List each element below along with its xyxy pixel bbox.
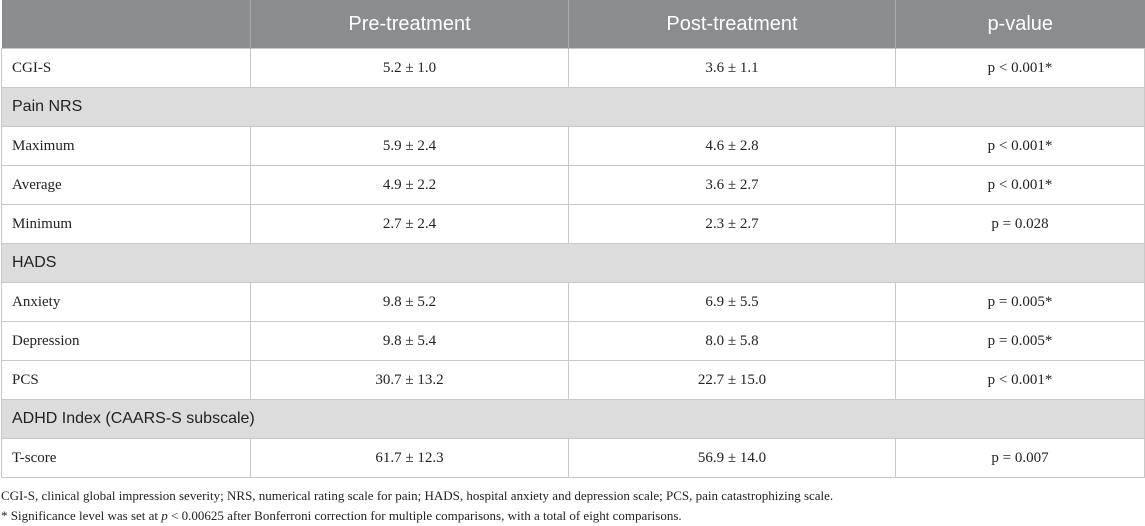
pre-treatment-cell: 61.7 ± 12.3	[250, 438, 569, 478]
p-value-cell: p = 0.005*	[895, 282, 1145, 322]
row-label: Anxiety	[1, 282, 251, 322]
significance-suffix: < 0.00625 after Bonferroni correction fo…	[167, 508, 682, 523]
table-row: Average 4.9 ± 2.2 3.6 ± 2.7 p < 0.001*	[1, 165, 1145, 205]
table-row: Minimum 2.7 ± 2.4 2.3 ± 2.7 p = 0.028	[1, 204, 1145, 244]
significance-p: p	[161, 508, 168, 523]
post-treatment-cell: 56.9 ± 14.0	[568, 438, 896, 478]
header-pre-treatment: Pre-treatment	[250, 0, 569, 49]
row-label: Depression	[1, 321, 251, 361]
post-treatment-cell: 3.6 ± 1.1	[568, 48, 896, 88]
row-label: Minimum	[1, 204, 251, 244]
post-treatment-cell: 8.0 ± 5.8	[568, 321, 896, 361]
post-treatment-cell: 22.7 ± 15.0	[568, 360, 896, 400]
row-label: PCS	[1, 360, 251, 400]
section-label: HADS	[1, 243, 1145, 283]
row-label: Average	[1, 165, 251, 205]
header-p-value: p-value	[895, 0, 1145, 49]
results-table: Pre-treatment Post-treatment p-value CGI…	[1, 0, 1145, 478]
pre-treatment-cell: 9.8 ± 5.4	[250, 321, 569, 361]
section-label: Pain NRS	[1, 87, 1145, 127]
header-empty	[1, 0, 251, 49]
table-body: CGI-S 5.2 ± 1.0 3.6 ± 1.1 p < 0.001* Pain NR…	[1, 48, 1145, 478]
p-value-cell: p = 0.007	[895, 438, 1145, 478]
p-value-cell: p = 0.028	[895, 204, 1145, 244]
section-row: ADHD Index (CAARS-S subscale)	[1, 399, 1145, 439]
section-row: HADS	[1, 243, 1145, 283]
post-treatment-cell: 6.9 ± 5.5	[568, 282, 896, 322]
table-row: Anxiety 9.8 ± 5.2 6.9 ± 5.5 p = 0.005*	[1, 282, 1145, 322]
table-row: Maximum 5.9 ± 2.4 4.6 ± 2.8 p < 0.001*	[1, 126, 1145, 166]
p-value-cell: p < 0.001*	[895, 48, 1145, 88]
significance-prefix: * Significance level was set at	[1, 508, 162, 523]
row-label: T-score	[1, 438, 251, 478]
table-row: Depression 9.8 ± 5.4 8.0 ± 5.8 p = 0.005*	[1, 321, 1145, 361]
table-row: CGI-S 5.2 ± 1.0 3.6 ± 1.1 p < 0.001*	[1, 48, 1145, 88]
header-row: Pre-treatment Post-treatment p-value	[1, 0, 1145, 49]
p-value-cell: p = 0.005*	[895, 321, 1145, 361]
p-value-cell: p < 0.001*	[895, 360, 1145, 400]
header-post-treatment: Post-treatment	[568, 0, 896, 49]
p-value-cell: p < 0.001*	[895, 165, 1145, 205]
row-label: CGI-S	[1, 48, 251, 88]
row-label: Maximum	[1, 126, 251, 166]
pre-treatment-cell: 5.2 ± 1.0	[250, 48, 569, 88]
p-value-cell: p < 0.001*	[895, 126, 1145, 166]
post-treatment-cell: 4.6 ± 2.8	[568, 126, 896, 166]
post-treatment-cell: 3.6 ± 2.7	[568, 165, 896, 205]
pre-treatment-cell: 30.7 ± 13.2	[250, 360, 569, 400]
section-row: Pain NRS	[1, 87, 1145, 127]
post-treatment-cell: 2.3 ± 2.7	[568, 204, 896, 244]
table-row: T-score 61.7 ± 12.3 56.9 ± 14.0 p = 0.007	[1, 438, 1145, 478]
pre-treatment-cell: 9.8 ± 5.2	[250, 282, 569, 322]
footnotes: CGI-S, clinical global impression severi…	[1, 486, 833, 526]
section-label: ADHD Index (CAARS-S subscale)	[1, 399, 1145, 439]
pre-treatment-cell: 2.7 ± 2.4	[250, 204, 569, 244]
significance-note: * Significance level was set at p < 0.00…	[1, 506, 833, 526]
table-row: PCS 30.7 ± 13.2 22.7 ± 15.0 p < 0.001*	[1, 360, 1145, 400]
abbreviations-note: CGI-S, clinical global impression severi…	[1, 488, 834, 503]
pre-treatment-cell: 4.9 ± 2.2	[250, 165, 569, 205]
pre-treatment-cell: 5.9 ± 2.4	[250, 126, 569, 166]
